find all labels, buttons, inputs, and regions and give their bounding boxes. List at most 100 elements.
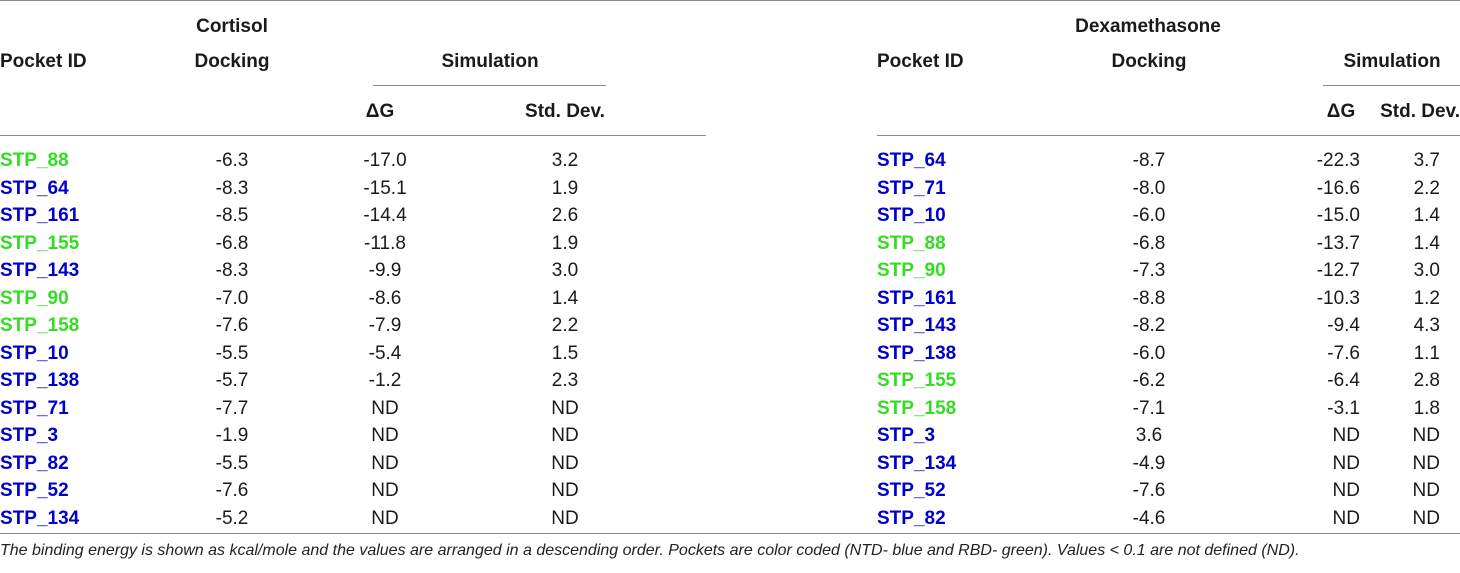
right-dg-value: -7.6 [1327,342,1360,364]
right-pocket-id: STP_143 [877,315,957,336]
left-dg-value: ND [371,480,399,501]
left-pocket-id: STP_134 [0,507,80,529]
left-docking-value: -7.6 [215,315,249,336]
right-docking-value: -6.0 [1132,342,1166,364]
right-std-header: Std. Dev. [1380,101,1460,122]
right-pocket-id: STP_52 [877,480,946,501]
left-docking-value: -5.7 [215,370,249,391]
left-pocket-id: STP_82 [0,452,69,474]
left-pocket-id: STP_52 [0,480,69,501]
right-std-value: 1.8 [1413,397,1440,419]
left-docking-value: -1.9 [215,425,249,446]
right-pocket-id: STP_134 [877,452,957,474]
right-docking-value: -4.6 [1132,507,1166,529]
left-docking-value: -7.0 [215,287,249,309]
left-dg-value: -14.4 [363,205,407,226]
left-pocket-id: STP_158 [0,315,80,336]
left-pocket-id: STP_10 [0,342,69,364]
left-simulation-header: Simulation [441,51,539,72]
left-docking-value: -8.3 [215,260,249,281]
left-std-value: 2.6 [551,205,579,226]
right-pocket-id: STP_71 [877,177,946,199]
left-header-rule [0,135,706,136]
right-std-value: 1.2 [1413,287,1440,309]
left-docking-value: -6.8 [215,232,249,254]
right-pocket-id-header: Pocket ID [877,51,964,72]
left-dg-value: ND [371,425,399,446]
right-docking-value: -6.0 [1132,205,1166,226]
left-docking-value: -5.5 [215,452,249,474]
right-std-value: 2.2 [1413,177,1440,199]
left-dg-value: ND [371,507,399,529]
top-rule [0,0,1460,1]
left-dg-value: ND [371,397,399,419]
left-dg-value: -5.4 [368,342,402,364]
right-pocket-id: STP_3 [877,425,936,446]
right-std-value: ND [1412,507,1440,529]
right-pocket-id: STP_90 [877,260,946,281]
left-simulation-underline [373,85,606,86]
left-docking-value: -7.7 [215,397,249,419]
right-dg-value: -16.6 [1316,177,1360,199]
right-docking-value: -7.1 [1132,397,1166,419]
left-std-value: 1.4 [551,287,579,309]
right-header-rule [877,135,1460,136]
left-dg-value: -1.2 [368,370,402,391]
left-std-value: ND [551,452,579,474]
right-docking-value: 3.6 [1135,425,1163,446]
left-dg-value: -17.0 [363,150,407,171]
right-docking-value: -8.0 [1132,177,1166,199]
left-std-value: 3.2 [551,150,579,171]
left-pocket-id: STP_155 [0,232,80,254]
left-dg-value: -9.9 [368,260,402,281]
bottom-rule [0,533,1460,534]
left-pocket-id: STP_64 [0,177,69,199]
right-docking-value: -8.7 [1132,150,1166,171]
left-dg-value: -15.1 [363,177,407,199]
right-docking-value: -8.8 [1132,287,1166,309]
right-dg-header: ΔG [1326,101,1356,122]
right-dg-value: ND [1332,452,1360,474]
left-std-value: 1.9 [551,177,579,199]
right-dg-value: -13.7 [1316,232,1360,254]
left-pocket-id-header: Pocket ID [0,51,87,72]
right-std-value: 2.8 [1413,370,1440,391]
left-pocket-id: STP_90 [0,287,69,309]
right-std-value: 3.0 [1413,260,1440,281]
left-dg-value: -7.9 [368,315,402,336]
right-docking-value: -8.2 [1132,315,1166,336]
left-pocket-id: STP_161 [0,205,80,226]
right-pocket-id: STP_82 [877,507,946,529]
left-docking-value: -5.2 [215,507,249,529]
right-pocket-id: STP_155 [877,370,957,391]
left-docking-value: -7.6 [215,480,249,501]
right-dg-value: ND [1332,507,1360,529]
left-dg-value: ND [371,452,399,474]
right-dg-value: -12.7 [1316,260,1360,281]
right-dg-value: -10.3 [1316,287,1360,309]
left-std-value: ND [551,397,579,419]
right-docking-value: -7.6 [1132,480,1166,501]
left-std-value: ND [551,425,579,446]
left-std-header: Std. Dev. [525,101,605,122]
right-pocket-id: STP_10 [877,205,946,226]
right-docking-value: -7.3 [1132,260,1166,281]
right-compound-title: Dexamethasone [1075,16,1221,37]
left-dg-header: ΔG [365,101,395,122]
left-pocket-id: STP_88 [0,150,69,171]
right-dg-value: -9.4 [1327,315,1360,336]
right-simulation-header: Simulation [1343,51,1441,72]
right-dg-value: -6.4 [1327,370,1360,391]
left-docking-value: -6.3 [215,150,249,171]
right-std-value: 4.3 [1413,315,1440,336]
right-simulation-underline [1323,85,1460,86]
left-pocket-id: STP_3 [0,425,59,446]
right-pocket-id: STP_161 [877,287,957,309]
left-docking-value: -5.5 [215,342,249,364]
right-pocket-id: STP_64 [877,150,946,171]
left-pocket-id: STP_143 [0,260,80,281]
right-docking-value: -6.8 [1132,232,1166,254]
left-docking-value: -8.5 [215,205,249,226]
right-std-value: 1.4 [1413,232,1440,254]
left-docking-header: Docking [194,51,270,72]
